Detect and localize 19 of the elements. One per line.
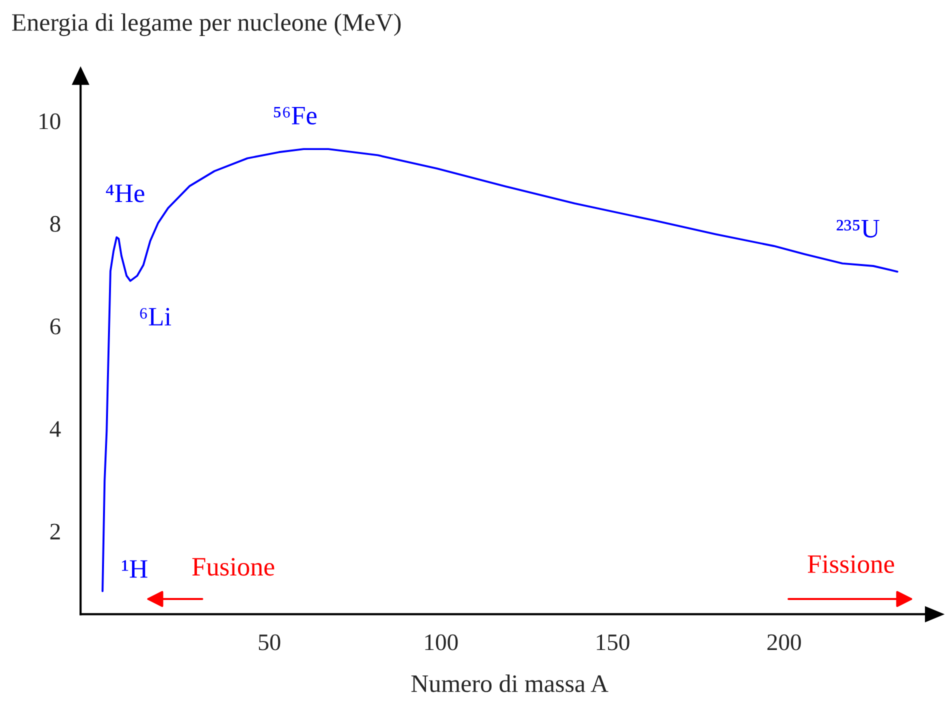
annotation: ¹H bbox=[122, 560, 148, 578]
y-tick-label: 8 bbox=[50, 216, 60, 232]
y-tick-label: 6 bbox=[50, 318, 60, 334]
x-tick-label: 200 bbox=[767, 634, 801, 650]
y-tick-label: 10 bbox=[40, 113, 60, 130]
line-series bbox=[102, 148, 898, 592]
annotation: Fusione bbox=[192, 558, 274, 576]
annotation: Fissione bbox=[808, 555, 894, 573]
y-axis-title: Energia di legame per nucleone (MeV) bbox=[12, 13, 401, 36]
x-tick-label: 50 bbox=[258, 634, 280, 650]
y-tick-label: 2 bbox=[50, 524, 60, 540]
y-tick-label: 4 bbox=[50, 421, 61, 437]
annotation: ²³⁵U bbox=[836, 220, 880, 238]
annotation: ⁶Li bbox=[140, 308, 172, 326]
annotation: ⁴He bbox=[106, 184, 144, 202]
x-tick-label: 150 bbox=[596, 634, 630, 650]
x-axis-title: Numero di massa A bbox=[411, 674, 608, 692]
x-tick-label: 100 bbox=[425, 634, 458, 650]
annotation: ⁵⁶Fe bbox=[274, 106, 317, 124]
